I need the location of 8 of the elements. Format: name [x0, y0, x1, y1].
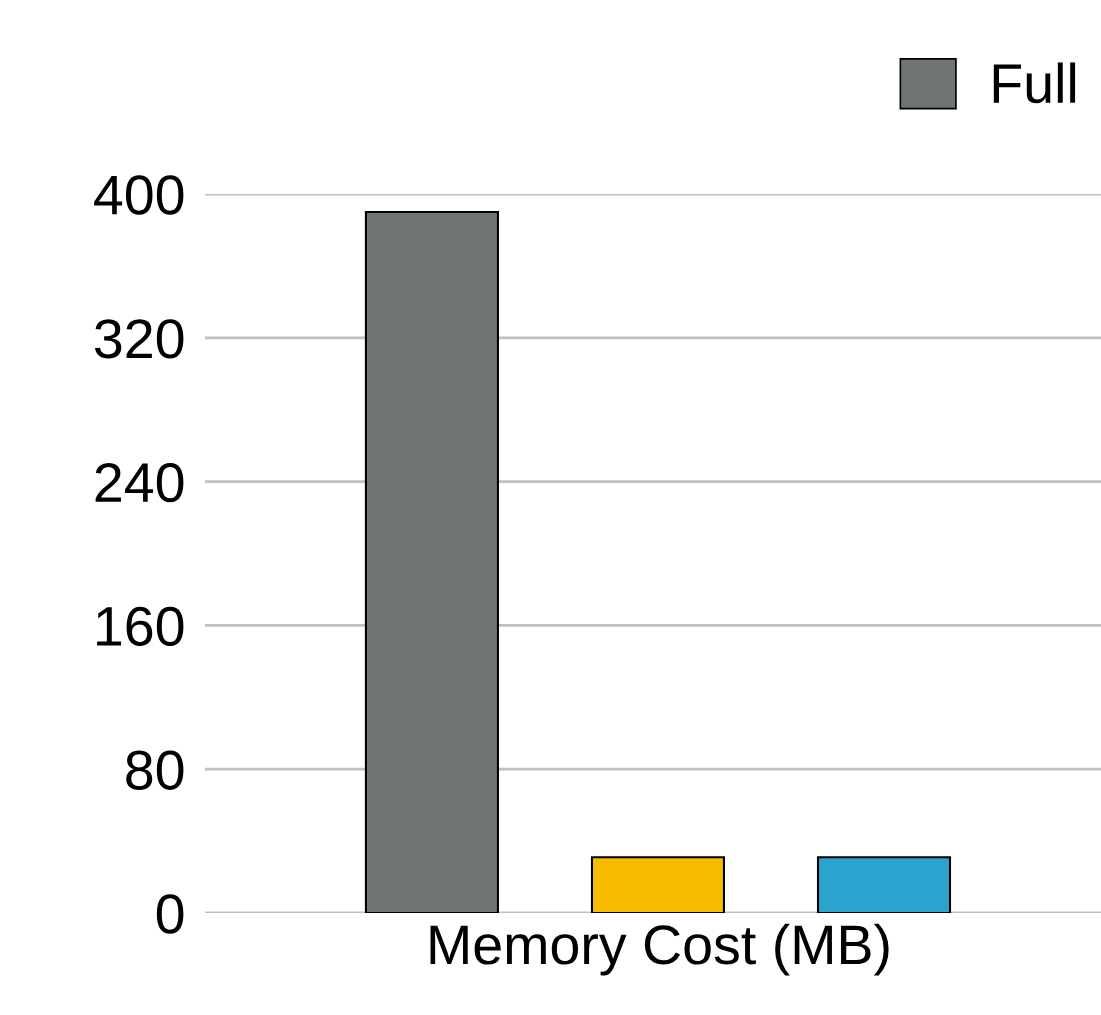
y-tick-label: 160: [97, 606, 184, 647]
x-axis-title: Memory Cost (MB): [430, 923, 889, 976]
y-tick-label: 240: [95, 462, 184, 503]
y-tick-label: 0: [156, 894, 184, 934]
y-tick-label: 320: [94, 319, 184, 359]
legend-label: Full: [993, 62, 1076, 104]
y-tick-label: 80: [126, 750, 184, 790]
y-tick-label: 400: [94, 175, 184, 215]
